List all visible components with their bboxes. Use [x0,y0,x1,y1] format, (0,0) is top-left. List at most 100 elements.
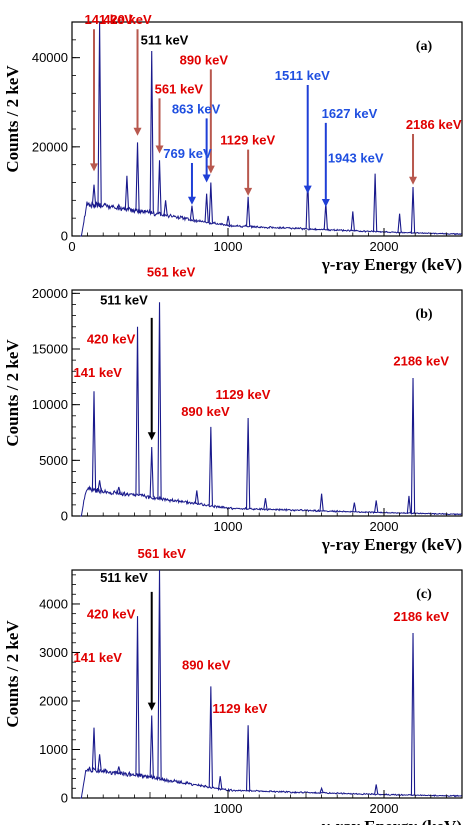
spectrum-peak [157,569,162,779]
peak-label: 2186 keV [393,609,449,624]
spectrum-peak [91,727,97,770]
y-tick-label: 0 [61,791,68,806]
panel-label: (a) [416,39,433,54]
peak-label: 420 keV [103,12,152,27]
spectrum-peak [245,418,251,509]
y-tick-label: 0 [61,509,68,524]
spectrum-peak [406,495,412,514]
peak-label: 890 keV [180,52,229,67]
y-tick-label: 5000 [39,453,68,468]
spectrum-continuum [72,485,463,517]
spectrum-peak [352,502,357,512]
spectrum-peak [245,196,251,227]
y-tick-label: 0 [61,229,68,244]
spectrum-peak [91,391,97,491]
y-tick-label: 10000 [32,397,68,412]
spectrum-peak [97,21,102,206]
peak-label: 890 keV [182,657,231,672]
peak-label: 420 keV [87,331,136,346]
x-axis-title: γ-ray Energy (keV) [321,535,462,554]
spectrum-continuum [72,201,463,237]
peak-label: 561 keV [155,81,204,96]
spectrum-peak [91,184,97,205]
spectrum-peak [116,486,121,494]
peak-arrow-head [206,165,215,174]
peak-label: 1129 keV [212,701,267,716]
peak-label: 141 keV [74,365,123,380]
spectrum-peak [410,377,416,514]
y-tick-label: 40000 [32,50,68,65]
spectrum-peak [319,786,324,794]
peak-label: 1129 keV [216,387,271,402]
panel-label: (c) [416,587,432,602]
peak-arrow-head [409,176,418,185]
peak-label: 511 keV [100,292,148,307]
spectrum-peak [135,326,140,496]
y-tick-label: 20000 [32,286,68,301]
spectrum-peak [204,193,209,223]
peak-arrow-head [187,196,196,205]
x-tick-label: 2000 [370,519,399,534]
spectrum-peak [97,754,102,771]
spectrum-peak [350,211,355,231]
peak-label: 1129 keV [220,133,275,148]
peak-arrow-head [244,187,253,196]
y-axis-title: Counts / 2 keV [3,620,22,728]
peak-label: 2186 keV [393,354,449,369]
spectrum-peak [97,480,102,492]
x-tick-label: 1000 [214,239,243,254]
spectrum-peak [319,493,324,511]
y-axis-title: Counts / 2 keV [3,65,22,173]
peak-label: 420 keV [87,607,136,622]
x-tick-label: 1000 [214,801,243,816]
spectrum-peak [208,426,213,506]
peak-label: 1943 keV [328,150,384,165]
y-tick-label: 3000 [39,645,68,660]
spectrum-peak [372,173,378,232]
y-tick-label: 4000 [39,596,68,611]
peak-arrow-head [303,185,312,194]
peak-label: 561 keV [138,546,187,561]
peak-arrow-head [90,163,98,172]
y-axis-title: Counts / 2 keV [3,339,22,447]
spectrum-peak [397,213,402,233]
spectrum-peak [374,784,379,795]
peak-label: 863 keV [172,101,221,116]
spectrum-peak [157,160,162,215]
spectrum-panel-3: 0100020003000400010002000γ-ray Energy (k… [3,546,463,825]
spectrum-peak [163,200,168,216]
peak-label: 511 keV [100,570,148,585]
peak-arrow-head [147,432,156,441]
spectrum-continuum [72,766,463,799]
plot-frame [71,289,463,517]
spectrum-peak [189,205,195,220]
y-tick-label: 15000 [32,342,68,357]
peak-arrow-head [155,145,164,154]
peak-arrow-head [133,127,142,136]
spectrum-peak [208,182,213,223]
peak-label: 511 keV [141,32,189,47]
peak-label: 141 keV [84,12,133,27]
spectrum-peak [157,302,162,499]
peak-label: 2186 keV [406,117,462,132]
peak-label: 141 keV [74,650,123,665]
y-tick-label: 1000 [39,742,68,757]
spectrum-peak [135,616,140,776]
peak-arrow-head [321,199,330,208]
spectrum-peak [135,142,140,212]
spectrum-peak [149,715,154,778]
plot-frame [71,569,463,799]
panel-label: (b) [415,307,432,322]
plot-frame [71,21,463,237]
peak-label: 1511 keV [275,68,330,83]
spectrum-peak [149,446,154,498]
peak-arrow-head [202,174,211,183]
spectrum-peak [226,215,231,226]
y-tick-label: 2000 [39,693,68,708]
spectrum-peak [218,776,223,789]
peak-label: 769 keV [163,146,212,161]
spectrum-peak [194,490,199,504]
spectrum-peak [116,203,121,209]
peak-label: 561 keV [147,265,196,280]
